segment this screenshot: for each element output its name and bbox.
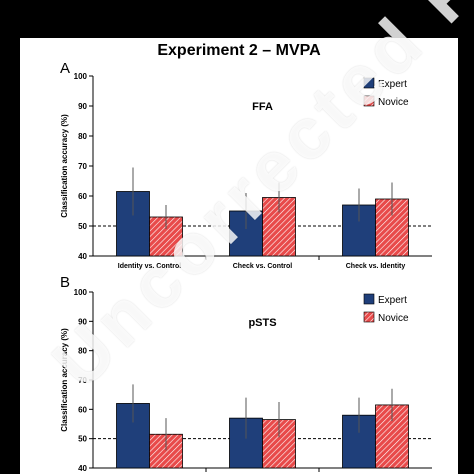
y-tick-label: 40 <box>78 464 87 473</box>
y-tick-label: 70 <box>78 162 87 171</box>
y-axis-label: Classification accuracy (%) <box>60 328 69 432</box>
y-tick-label: 40 <box>78 252 87 261</box>
figure-panel: Experiment 2 – MVPA A B FFA 40 50 60 70 80 90 1… <box>20 38 458 474</box>
chart-psts: pSTS 40 50 60 70 80 90 100 Classification accura… <box>60 288 432 473</box>
bar-expert <box>342 204 376 257</box>
legend-label: Expert <box>378 79 407 90</box>
y-tick-label: 50 <box>78 435 87 444</box>
y-tick-label: 50 <box>78 222 87 231</box>
chart-ffa: FFA 40 50 60 70 80 90 100 Classification accurac… <box>60 72 432 270</box>
panel-letter-b: B <box>60 274 71 291</box>
y-tick-label: 90 <box>78 317 87 326</box>
legend-swatch <box>363 77 375 89</box>
figure-title: Experiment 2 – MVPA <box>157 42 321 59</box>
legend-label: Novice <box>378 97 409 108</box>
x-tick-label: Check vs. Control <box>233 263 293 270</box>
x-tick-label: Identity vs. Control <box>118 263 181 270</box>
y-tick-label: 90 <box>78 102 87 111</box>
legend-swatch <box>363 95 375 107</box>
panel-letter-a: A <box>60 60 71 77</box>
chart-title: FFA <box>252 101 273 113</box>
y-tick-label: 60 <box>78 405 87 414</box>
y-tick-label: 60 <box>78 192 87 201</box>
x-tick-label: Check vs. Identity <box>346 263 406 270</box>
y-tick-label: 100 <box>74 288 88 297</box>
y-axis-label: Classification accuracy (%) <box>60 114 69 218</box>
legend-swatch <box>363 311 375 323</box>
legend-swatch <box>363 293 375 305</box>
legend-label: Novice <box>378 313 409 324</box>
legend-label: Expert <box>378 295 407 306</box>
y-tick-label: 80 <box>78 347 87 356</box>
y-tick-label: 80 <box>78 132 87 141</box>
chart-title: pSTS <box>248 317 276 329</box>
y-tick-label: 70 <box>78 376 87 385</box>
y-tick-label: 100 <box>74 72 88 81</box>
